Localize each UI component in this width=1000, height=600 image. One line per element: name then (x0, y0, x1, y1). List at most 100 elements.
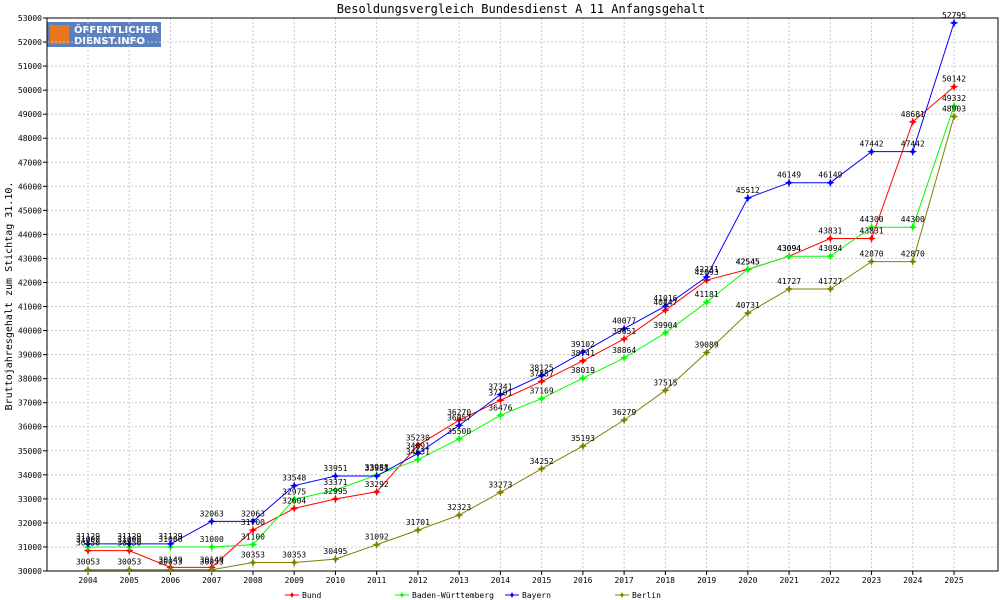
data-point (496, 390, 505, 399)
data-point (619, 415, 629, 425)
data-point (248, 525, 258, 535)
y-tick-label: 42000 (18, 278, 42, 287)
data-label: 38125 (530, 364, 554, 373)
data-point (743, 193, 753, 203)
data-label: 31000 (76, 535, 100, 544)
data-label: 34631 (406, 448, 430, 457)
data-point (743, 308, 753, 318)
data-point (331, 485, 340, 495)
x-tick-label: 2013 (450, 576, 469, 585)
y-tick-label: 43000 (18, 254, 42, 263)
y-tick-label: 52000 (18, 38, 42, 47)
data-label: 31129 (117, 532, 141, 541)
data-label: 43831 (860, 226, 884, 235)
data-label: 41016 (653, 294, 677, 303)
data-label: 33371 (323, 478, 347, 487)
y-tick-label: 44000 (18, 230, 42, 239)
data-label: 30053 (117, 558, 141, 567)
x-tick-label: 2017 (614, 576, 633, 585)
data-label: 30850 (117, 539, 141, 548)
y-tick-label: 47000 (18, 158, 42, 167)
x-tick-label: 2005 (120, 576, 139, 585)
data-point (661, 301, 670, 311)
legend-marker (289, 592, 295, 598)
x-tick-label: 2007 (202, 576, 221, 585)
data-label: 46149 (818, 171, 842, 180)
data-point (496, 487, 505, 497)
x-tick-label: 2009 (285, 576, 304, 585)
data-point (619, 353, 629, 363)
data-point (331, 554, 340, 564)
data-label: 42870 (860, 250, 884, 259)
x-tick-label: 2011 (367, 576, 386, 585)
data-label: 32995 (323, 487, 347, 496)
y-tick-label: 30000 (18, 567, 42, 576)
data-point (619, 334, 629, 344)
data-point (248, 540, 258, 549)
data-point (454, 421, 464, 430)
legend-label: Bund (302, 591, 321, 600)
series-line (88, 106, 955, 548)
data-label: 42545 (736, 257, 760, 266)
data-point (207, 542, 217, 552)
data-label: 50142 (942, 75, 966, 84)
data-point (949, 101, 959, 111)
data-point (784, 178, 794, 188)
data-label: 39651 (612, 327, 636, 336)
data-label: 42870 (901, 250, 925, 259)
data-label: 31000 (158, 535, 182, 544)
y-tick-label: 49000 (18, 110, 42, 119)
data-label: 36057 (447, 413, 471, 422)
data-point (743, 265, 753, 274)
data-label: 43094 (818, 244, 842, 253)
axes: 30000 31000 32000 33000 34000 35000 36000 37000… (18, 14, 999, 585)
series-line (88, 22, 955, 545)
data-label: 37341 (488, 382, 512, 391)
data-label: 40847 (653, 298, 677, 307)
data-label: 52795 (942, 11, 966, 20)
y-tick-label: 33000 (18, 495, 42, 504)
data-label: 43094 (777, 244, 801, 253)
data-point (826, 178, 835, 188)
data-label: 36279 (612, 408, 636, 417)
data-label: 36270 (447, 408, 471, 417)
data-point (331, 471, 340, 481)
data-point (248, 558, 258, 567)
x-tick-label: 2014 (491, 576, 510, 585)
y-tick-label: 31000 (18, 543, 42, 552)
chart-title: Besoldungsvergleich Bundesdienst A 11 An… (337, 2, 705, 16)
data-point (454, 510, 464, 520)
data-point (867, 234, 876, 243)
data-point (372, 487, 381, 497)
data-label: 42093 (695, 268, 719, 277)
data-point (83, 539, 93, 549)
y-tick-label: 37000 (18, 399, 42, 408)
x-tick-label: 2021 (779, 576, 798, 585)
legend-item-1: Baden-Württemberg (395, 591, 494, 600)
legend-marker (399, 592, 405, 598)
data-point (578, 373, 588, 383)
data-point (124, 539, 134, 549)
data-label: 42545 (736, 257, 760, 266)
y-tick-label: 36000 (18, 423, 42, 432)
y-tick-label: 39000 (18, 351, 42, 360)
x-tick-label: 2024 (903, 576, 922, 585)
series-0 (83, 82, 959, 572)
y-tick-label: 51000 (18, 62, 42, 71)
data-label: 37887 (530, 369, 554, 378)
x-tick-label: 2019 (697, 576, 716, 585)
logo-line2: DIENST.INFO (74, 36, 145, 47)
data-label: 31000 (117, 535, 141, 544)
data-label: 30053 (76, 558, 100, 567)
x-tick-label: 2010 (326, 576, 345, 585)
data-label: 39089 (695, 340, 719, 349)
data-label: 47442 (860, 140, 884, 149)
series-line (88, 116, 955, 571)
data-point (413, 440, 423, 450)
data-label: 30149 (200, 555, 224, 564)
data-point (537, 394, 546, 403)
y-tick-label: 53000 (18, 14, 42, 23)
data-label: 38741 (571, 349, 595, 358)
data-label: 49332 (942, 94, 966, 103)
data-label: 37515 (653, 378, 677, 387)
